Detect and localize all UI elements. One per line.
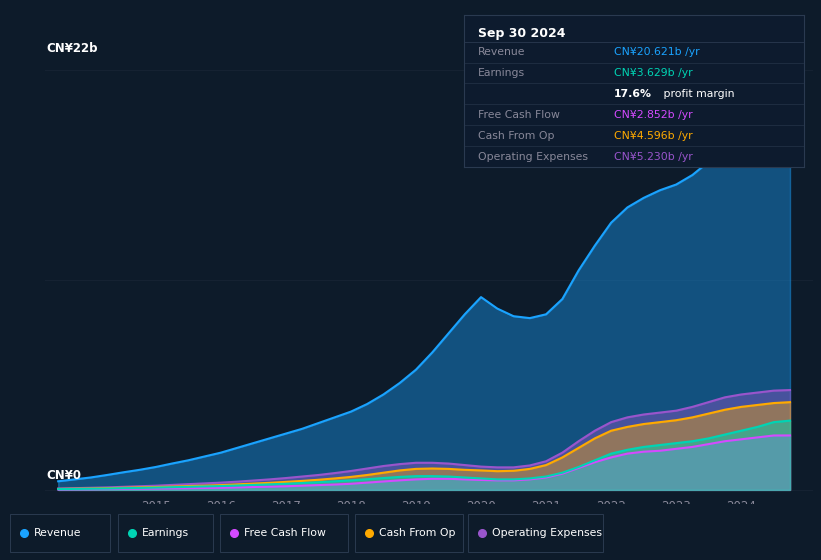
Text: Sep 30 2024: Sep 30 2024 [478, 27, 565, 40]
Text: Operating Expenses: Operating Expenses [492, 528, 602, 538]
Text: CN¥0: CN¥0 [47, 469, 82, 482]
Bar [220, 514, 348, 552]
Bar [118, 514, 213, 552]
Text: CN¥22b: CN¥22b [47, 42, 99, 55]
Text: CN¥20.621b /yr: CN¥20.621b /yr [613, 47, 699, 57]
Text: Cash From Op: Cash From Op [379, 528, 456, 538]
Text: CN¥2.852b /yr: CN¥2.852b /yr [613, 110, 692, 120]
Text: CN¥4.596b /yr: CN¥4.596b /yr [613, 130, 692, 141]
Text: Revenue: Revenue [478, 47, 525, 57]
Bar [355, 514, 463, 552]
Text: Free Cash Flow: Free Cash Flow [478, 110, 559, 120]
Text: Operating Expenses: Operating Expenses [478, 152, 588, 161]
Text: 17.6%: 17.6% [613, 89, 652, 99]
Text: profit margin: profit margin [659, 89, 734, 99]
Bar [10, 514, 110, 552]
Text: Earnings: Earnings [478, 68, 525, 78]
Text: Cash From Op: Cash From Op [478, 130, 554, 141]
Text: CN¥3.629b /yr: CN¥3.629b /yr [613, 68, 692, 78]
Text: Free Cash Flow: Free Cash Flow [244, 528, 326, 538]
Text: Earnings: Earnings [142, 528, 189, 538]
Text: CN¥5.230b /yr: CN¥5.230b /yr [613, 152, 692, 161]
Bar [468, 514, 603, 552]
Text: Revenue: Revenue [34, 528, 81, 538]
